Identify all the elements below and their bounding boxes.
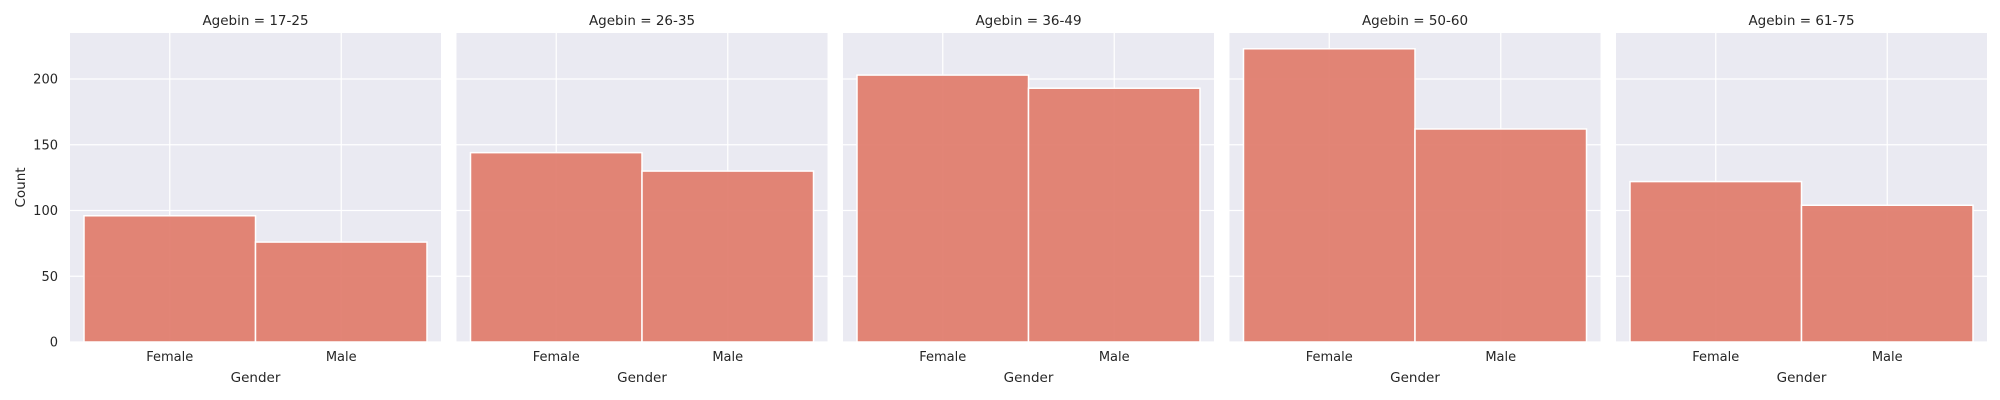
x-tick-label: Male: [326, 350, 357, 365]
x-tick-label: Female: [533, 350, 580, 365]
panel-title: Agebin = 36-49: [975, 13, 1081, 29]
x-axis-label: Gender: [617, 370, 667, 386]
x-tick-label: Female: [1692, 350, 1739, 365]
y-axis-label: Count: [13, 167, 29, 207]
panel-title: Agebin = 26-35: [589, 13, 695, 29]
x-tick-label: Male: [1099, 350, 1130, 365]
panel-title: Agebin = 61-75: [1748, 13, 1854, 29]
x-tick-label: Female: [919, 350, 966, 365]
bar-female: [1629, 180, 1803, 343]
panel-title: Agebin = 17-25: [202, 13, 308, 29]
y-tick-label: 100: [33, 204, 58, 219]
bar-male: [1027, 87, 1201, 343]
x-tick-label: Female: [146, 350, 193, 365]
bar-female: [1242, 48, 1416, 343]
x-tick-label: Female: [1306, 350, 1353, 365]
bar-female: [83, 215, 257, 343]
x-axis-label: Gender: [1777, 370, 1827, 386]
x-axis-label: Gender: [231, 370, 281, 386]
y-tick-label: 0: [50, 336, 58, 351]
y-tick-label: 50: [41, 270, 58, 285]
panel-title: Agebin = 50-60: [1362, 13, 1468, 29]
y-tick-label: 150: [33, 138, 58, 153]
y-tick-label: 200: [33, 73, 58, 88]
x-axis-label: Gender: [1390, 370, 1440, 386]
bar-male: [641, 170, 815, 343]
x-tick-label: Male: [1485, 350, 1516, 365]
bar-female: [469, 151, 643, 343]
x-axis-label: Gender: [1004, 370, 1054, 386]
bar-male: [1800, 204, 1974, 343]
x-tick-label: Male: [712, 350, 743, 365]
bar-male: [254, 241, 428, 343]
bar-female: [856, 74, 1030, 343]
bar-male: [1414, 128, 1588, 343]
x-tick-label: Male: [1872, 350, 1903, 365]
